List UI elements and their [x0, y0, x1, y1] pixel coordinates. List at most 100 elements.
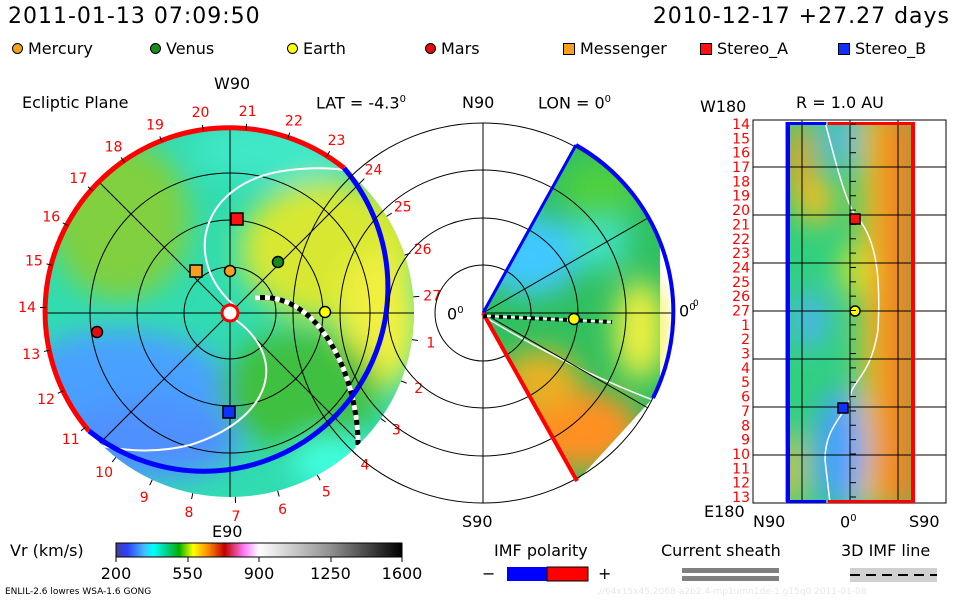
sphere-xright-label: S90: [909, 512, 940, 531]
day-label: 26: [414, 242, 432, 258]
sphere-left-degree: 0: [693, 299, 699, 309]
stereo-b-marker-sphere: [837, 402, 849, 414]
sphere-xmid-degree: 0: [850, 513, 857, 524]
ecliptic-right-degree: 0: [457, 305, 464, 316]
day-tick: [159, 136, 163, 143]
mars-marker: [90, 325, 104, 339]
lon-degree: 0: [604, 94, 612, 105]
day-tick: [62, 222, 69, 227]
day-tick: [359, 178, 365, 184]
sphere-day-label: 2: [741, 332, 750, 348]
day-label: 12: [37, 392, 55, 408]
lat-degree: 0: [399, 94, 406, 105]
sphere-day-label: 3: [741, 347, 750, 363]
venus-marker: [271, 255, 285, 269]
legend-item-mercury: Mercury: [12, 39, 93, 58]
colorbar-tick-label: 200: [100, 564, 132, 583]
lon-label: LON = 0: [538, 93, 605, 113]
sphere-xmid-label: 0: [840, 512, 851, 532]
sphere-xleft-label: N90: [753, 512, 786, 531]
day-tick: [400, 380, 407, 384]
sphere-day-label: 18: [732, 174, 750, 190]
sphere-day-label: 8: [741, 418, 750, 434]
day-tick: [201, 124, 204, 132]
sphere-day-label: 16: [732, 146, 750, 162]
sphere-day-label: 11: [732, 461, 750, 477]
colorbar-tick-label: 900: [243, 564, 275, 583]
day-label: 24: [365, 162, 383, 178]
day-tick: [326, 151, 331, 157]
sphere-day-label: 6: [741, 390, 750, 406]
imf-negative-swatch: [507, 567, 547, 581]
polarity-arc-negative: [87, 166, 391, 474]
sphere-day-label: 5: [741, 375, 750, 391]
imf-plus: +: [598, 564, 612, 583]
sphere-title: R = 1.0 AU: [796, 93, 884, 112]
sphere-bottom-label: E180: [704, 502, 745, 521]
messenger-square-icon: [563, 42, 575, 55]
meridional-right-degree: 0: [689, 302, 696, 313]
day-label: 4: [360, 458, 369, 474]
day-tick: [191, 493, 194, 500]
ecliptic-title: Ecliptic Plane: [22, 93, 129, 112]
day-tick: [287, 132, 291, 139]
ecliptic-bottom-label: E90: [212, 522, 243, 541]
legend-item-messenger: Messenger: [563, 39, 667, 58]
lat-label: LAT = -4.3: [316, 93, 400, 113]
imf-line-label: 3D IMF line: [841, 541, 931, 560]
mercury-circle-icon: [12, 43, 23, 54]
reference-date: 2010-12-17 +27.27 days: [652, 4, 950, 29]
venus-circle-icon: [150, 43, 161, 54]
ecliptic-right-label: 0: [447, 304, 458, 324]
sphere-day-label: 9: [741, 433, 750, 449]
day-tick: [111, 457, 117, 463]
legend-label: Venus: [166, 39, 215, 58]
sphere-day-label: 10: [732, 447, 750, 463]
datetime: 2011-01-13 07:09:50: [8, 4, 261, 29]
earth-marker-meridional: [567, 312, 581, 326]
day-tick: [43, 349, 50, 352]
stereo_b-square-icon: [838, 42, 850, 55]
day-label: 9: [140, 490, 149, 506]
day-label: 2: [414, 381, 423, 397]
sphere-day-label: 7: [741, 404, 750, 420]
sphere-day-label: 12: [732, 476, 750, 492]
sphere-day-label: 4: [741, 361, 750, 377]
run-info: .//64x15x45.2068-a2b2.4-mp1umn1de-1.g15q…: [596, 587, 867, 597]
meridional-top-label: N90: [462, 93, 495, 112]
colorbar-label: Vr (km/s): [10, 541, 84, 560]
day-tick: [413, 295, 420, 298]
sphere-day-label: 17: [732, 160, 750, 176]
sphere-day-label: 13: [732, 490, 750, 506]
sphere-day-label: 14: [732, 117, 750, 133]
stereo_a-square-icon: [700, 42, 712, 55]
imf-polarity-label: IMF polarity: [494, 541, 588, 560]
legend-item-earth: Earth: [287, 39, 346, 58]
day-tick: [380, 418, 386, 423]
sphere-day-label: 20: [732, 203, 750, 219]
day-label: 10: [95, 465, 113, 481]
legend-item-mars: Mars: [425, 39, 480, 58]
messenger-marker: [189, 264, 203, 278]
legend-label: Mercury: [28, 39, 93, 58]
day-label: 11: [62, 432, 80, 448]
legend-item-stereo-b: Stereo_B: [838, 39, 926, 58]
day-tick: [120, 157, 125, 163]
imf-line-swatch: [850, 568, 937, 582]
day-tick: [277, 490, 280, 497]
current-sheath-swatch: [682, 568, 779, 573]
day-tick: [80, 426, 86, 432]
day-tick: [245, 123, 248, 130]
day-label: 15: [25, 253, 43, 269]
day-tick: [411, 339, 419, 342]
polarity-arc-positive: [42, 125, 346, 433]
sphere-day-label: 15: [732, 131, 750, 147]
day-label: 22: [285, 113, 303, 129]
model-info: ENLIL-2.6 lowres WSA-1.6 GONG: [5, 587, 152, 597]
legend-label: Stereo_A: [717, 39, 789, 58]
sphere-day-label: 21: [732, 217, 750, 233]
day-label: 20: [192, 105, 210, 121]
day-label: 13: [22, 347, 40, 363]
day-tick: [57, 390, 64, 394]
